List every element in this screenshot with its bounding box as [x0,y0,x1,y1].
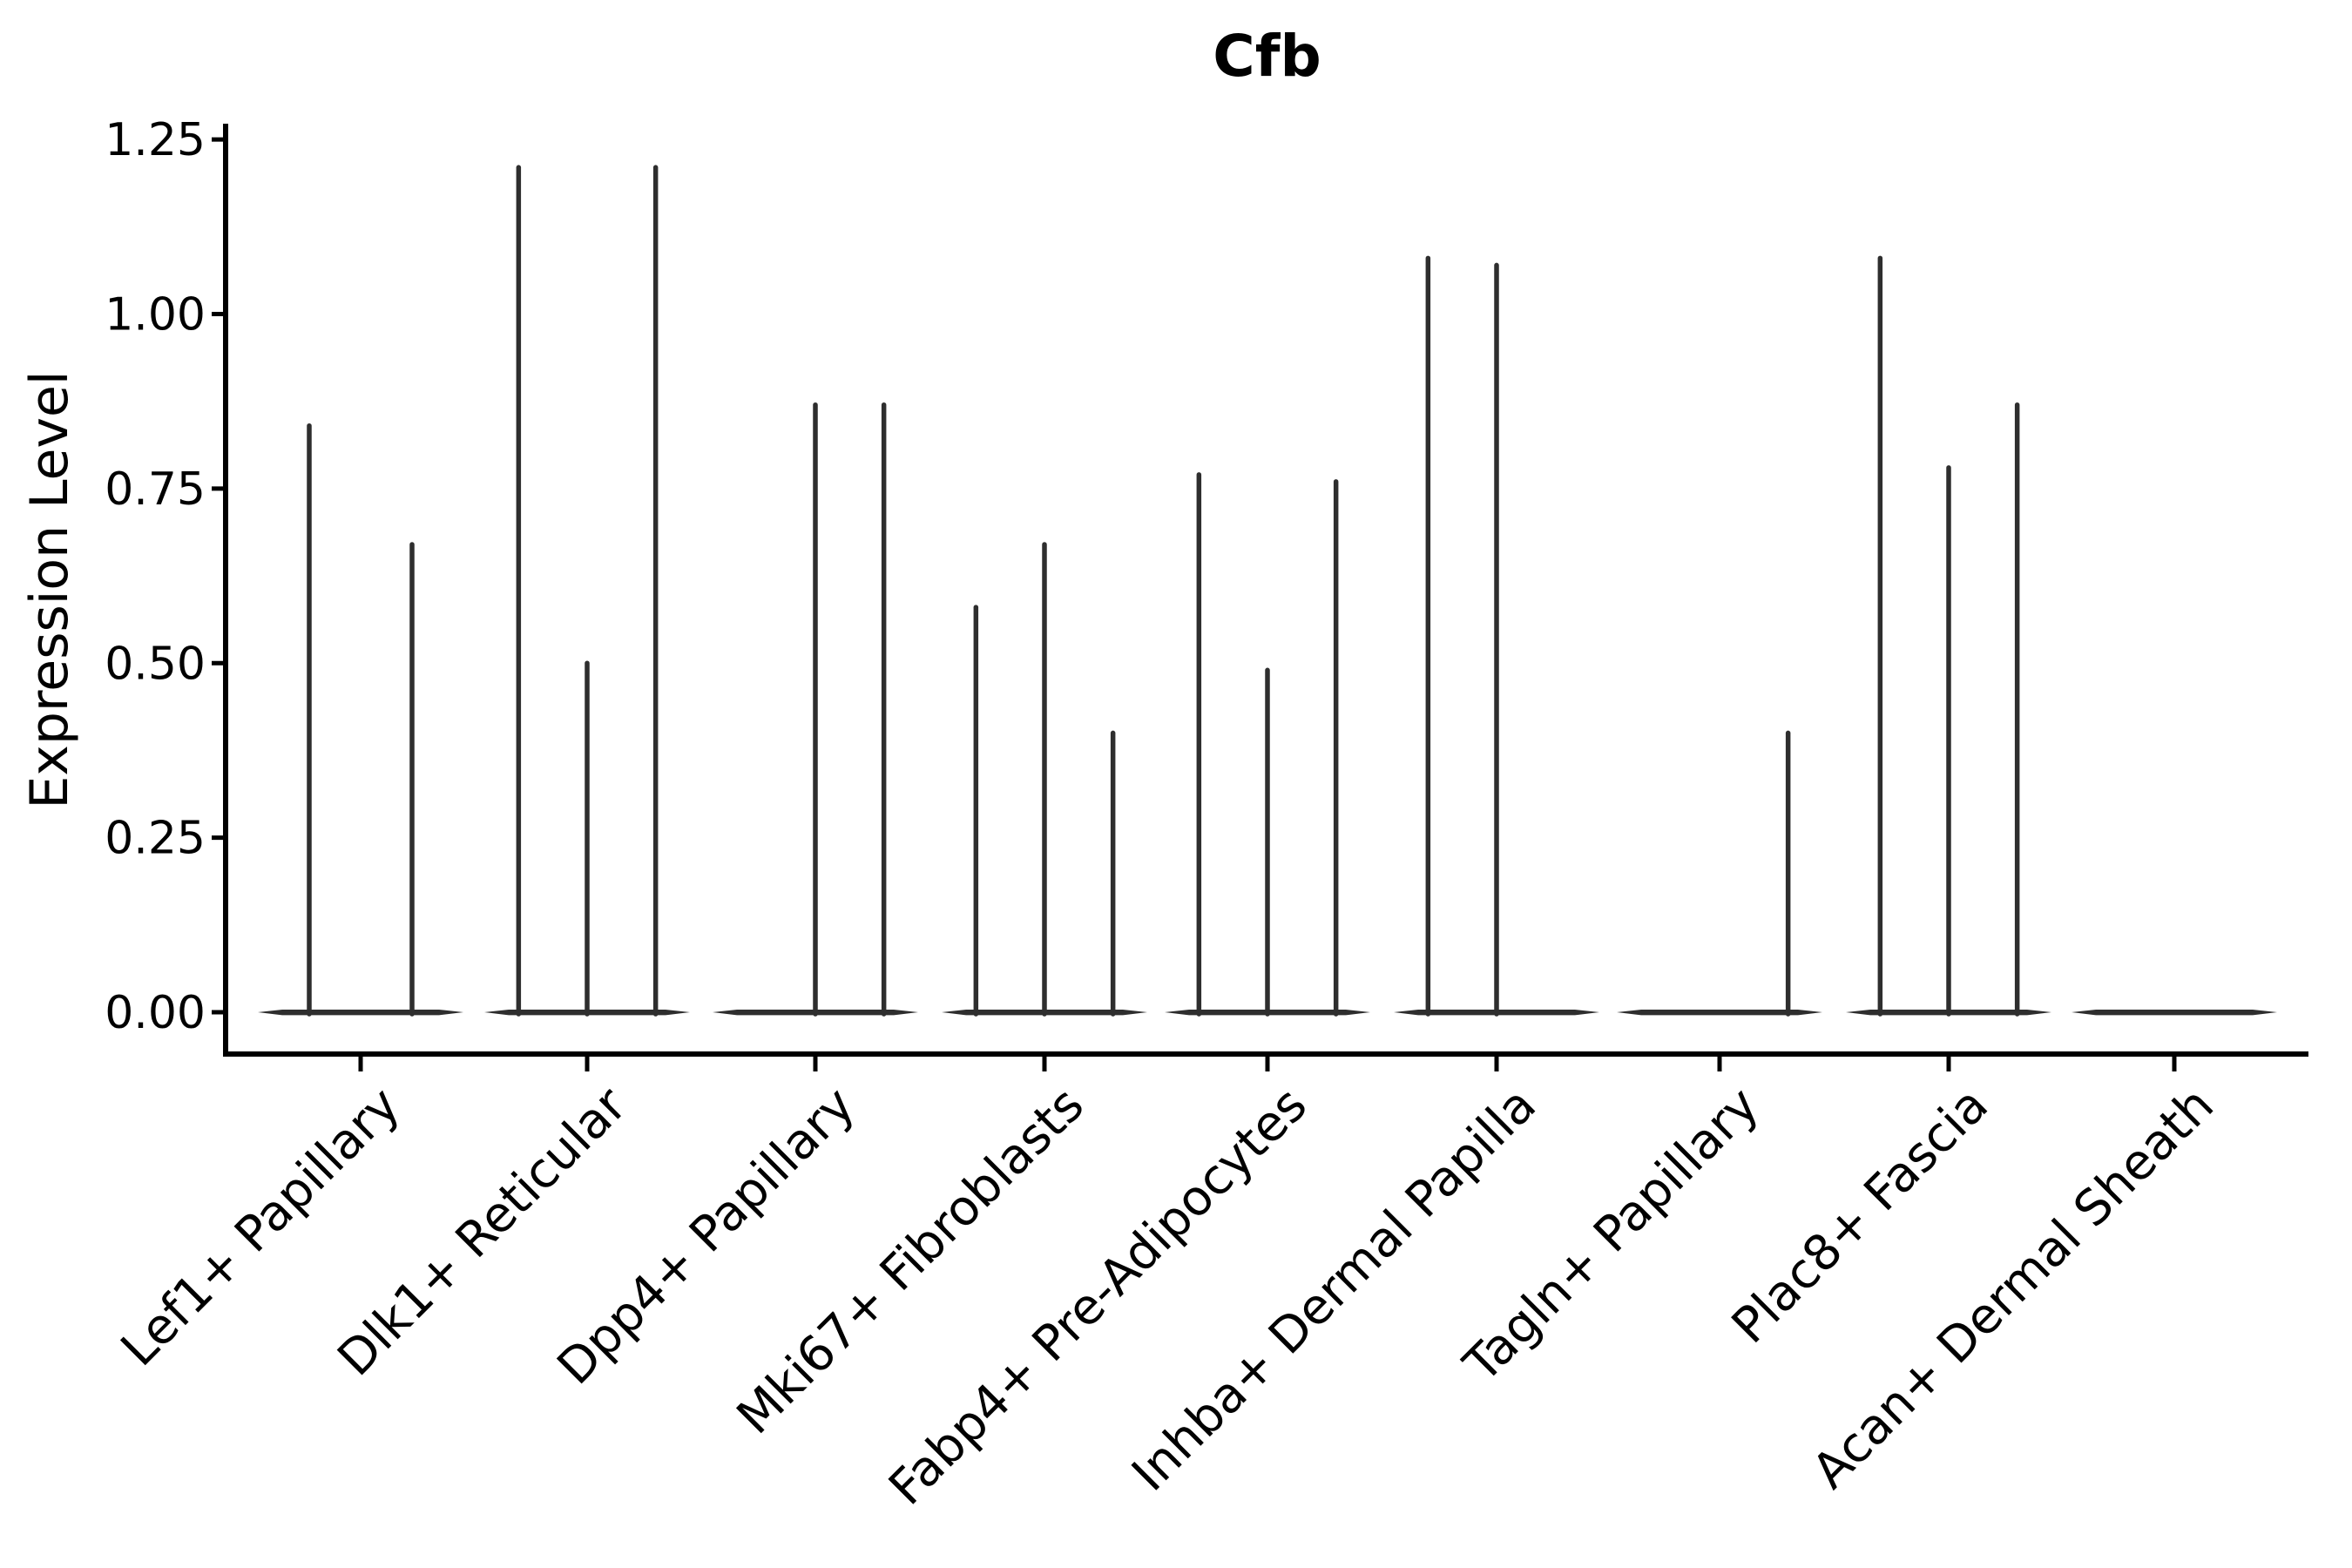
y-tick-label: 1.00 [105,289,206,341]
x-tick-label: Fabp4+ Pre-Adipocytes [878,1077,1318,1517]
y-tick-label: 0.50 [105,638,206,690]
y-tick-label: 0.25 [105,813,206,865]
y-tick-label: 0.75 [105,463,206,516]
plot-title: Cfb [1213,23,1321,90]
violin-baseline [258,1010,463,1016]
violin-baseline [2072,1010,2277,1016]
violin-baseline [1617,1010,1822,1016]
y-tick-label: 0.00 [105,987,206,1039]
y-tick-label: 1.25 [105,114,206,166]
x-tick-label: Acan+ Dermal Sheath [1801,1077,2225,1500]
x-tick-label: Inhba+ Dermal Papilla [1121,1077,1547,1503]
